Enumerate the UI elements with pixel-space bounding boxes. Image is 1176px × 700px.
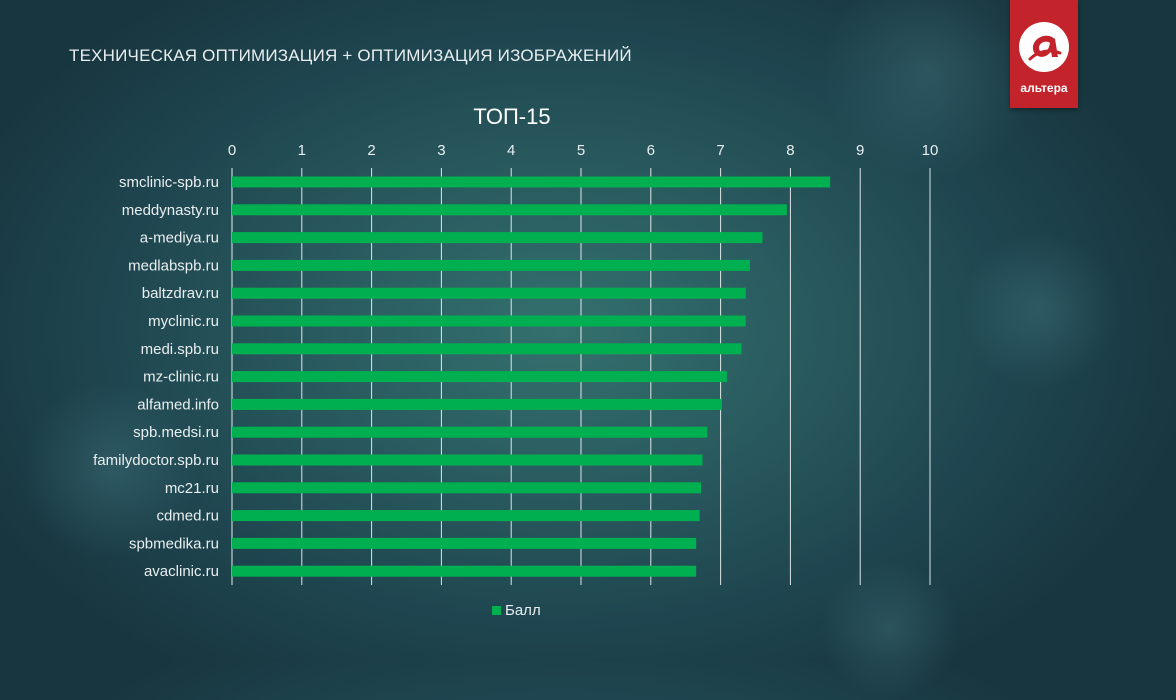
category-label: familydoctor.spb.ru [93, 452, 219, 469]
category-label: medi.spb.ru [141, 341, 219, 358]
bar [232, 315, 746, 327]
category-label: a-mediya.ru [140, 230, 219, 247]
bar [232, 371, 727, 383]
x-tick-label: 4 [507, 142, 515, 159]
bar [232, 398, 722, 410]
legend-label: Балл [505, 602, 541, 619]
category-label: mz-clinic.ru [143, 369, 219, 386]
x-tick-label: 5 [577, 142, 585, 159]
x-tick-label: 2 [367, 142, 375, 159]
bar [232, 204, 787, 216]
altera-logo-text: альтера [1020, 81, 1068, 95]
category-label: alfamed.info [137, 396, 219, 413]
bar [232, 232, 763, 244]
category-label: spb.medsi.ru [133, 424, 219, 441]
chart-legend: Балл [492, 602, 541, 619]
x-tick-label: 3 [437, 142, 445, 159]
bar [232, 537, 697, 549]
x-tick-label: 10 [922, 142, 939, 159]
x-tick-label: 6 [647, 142, 655, 159]
altera-a-icon [1028, 35, 1062, 61]
legend-swatch [492, 606, 501, 615]
bar [232, 482, 702, 494]
category-label: meddynasty.ru [122, 202, 219, 219]
bar [232, 454, 703, 466]
x-tick-label: 1 [298, 142, 306, 159]
bar [232, 426, 708, 438]
x-tick-label: 7 [716, 142, 724, 159]
category-label: medlabspb.ru [128, 257, 219, 274]
category-label: baltzdrav.ru [142, 285, 219, 302]
bar [232, 565, 697, 577]
category-label: cdmed.ru [156, 508, 219, 525]
slide-title: ТЕХНИЧЕСКАЯ ОПТИМИЗАЦИЯ + ОПТИМИЗАЦИЯ ИЗ… [69, 46, 632, 65]
category-label: avaclinic.ru [144, 563, 219, 580]
category-label: spbmedika.ru [129, 535, 219, 552]
category-label: mc21.ru [165, 480, 219, 497]
x-tick-label: 8 [786, 142, 794, 159]
category-label: smclinic-spb.ru [119, 174, 219, 191]
bar-chart: 0 1 2 3 4 5 6 7 8 9 10 smclinic-spb.ru meddynasty.ru… [93, 142, 939, 585]
x-tick-label: 9 [856, 142, 864, 159]
chart-title: ТОП-15 [473, 104, 551, 129]
x-tick-label: 0 [228, 142, 236, 159]
bar [232, 259, 750, 271]
altera-logo: альтера [1010, 0, 1078, 108]
category-label: myclinic.ru [148, 313, 219, 330]
bar [232, 510, 700, 522]
altera-logo-mark [1019, 22, 1069, 72]
bar [232, 343, 742, 355]
bar [232, 287, 746, 299]
bar [232, 176, 831, 188]
